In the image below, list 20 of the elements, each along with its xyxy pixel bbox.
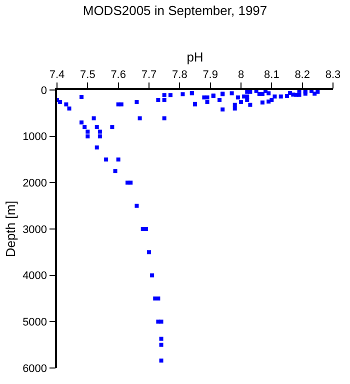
y-tick-label: 1000 (22, 131, 48, 144)
y-tick-label: 3000 (22, 224, 48, 236)
x-tick-label: 8 (238, 68, 244, 81)
y-tick-label: 4000 (22, 270, 48, 282)
y-tick-label: 0 (40, 84, 48, 97)
y-tick-label: 6000 (22, 362, 48, 375)
x-tick-label: 8.1 (264, 68, 280, 81)
x-tick-label: 7.4 (49, 68, 65, 81)
x-tick-label: 8.2 (294, 68, 310, 81)
y-tick-label: 2000 (22, 178, 48, 190)
x-tick-label: 7.9 (202, 68, 218, 81)
x-tick-label: 7.8 (172, 68, 188, 81)
chart-title: MODS2005 in September, 1997 (82, 2, 268, 18)
x-tick-label: 7.6 (110, 68, 126, 81)
y-tick-label: 5000 (22, 316, 48, 329)
x-tick-label: 7.5 (80, 68, 96, 81)
y-axis-title: Depth [m] (3, 200, 18, 258)
x-tick-label: 7.7 (141, 68, 157, 81)
x-axis-title: pH (186, 49, 204, 64)
x-tick-label: 8.3 (325, 68, 341, 81)
